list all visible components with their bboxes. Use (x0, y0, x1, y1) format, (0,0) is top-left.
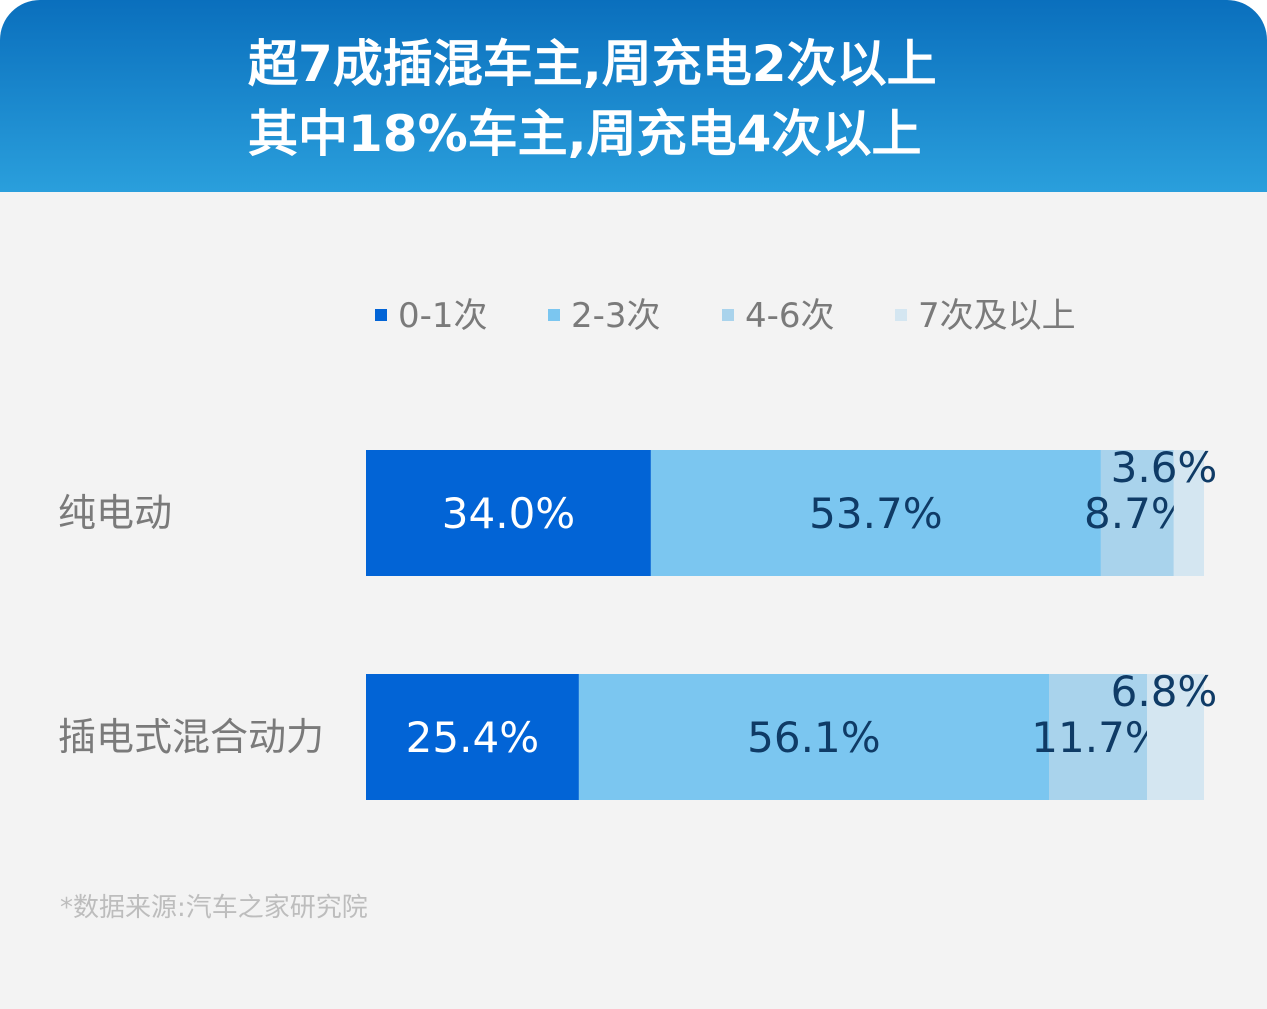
category-label-1: 纯电动 (58, 491, 172, 535)
bar-segment-row1-series3 (1100, 450, 1174, 576)
source-note: *数据来源:汽车之家研究院 (60, 893, 368, 923)
bar-segment-row2-series3 (1049, 674, 1147, 800)
data-label-row1-series2: 53.7% (809, 489, 942, 538)
chart-legend: 0-1次 2-3次 4-6次 7次及以上 (375, 296, 1076, 336)
bar-segment-row2-series1 (366, 674, 579, 800)
legend-swatch-series-2 (548, 309, 560, 321)
data-label-row2-series1: 25.4% (406, 713, 539, 762)
bar-segment-row2-series2 (578, 674, 1049, 800)
legend-swatch-series-3 (722, 309, 734, 321)
title-banner: 超7成插混车主,周充电2次以上 其中18%车主,周充电4次以上 (0, 0, 1267, 192)
legend-swatch-series-4 (895, 309, 907, 321)
legend-label-series-3: 4-6次 (745, 296, 835, 336)
legend-label-series-4: 7次及以上 (918, 296, 1076, 336)
data-label-row1-series3: 8.7% (1084, 489, 1191, 538)
data-label-row2-series2: 56.1% (747, 713, 880, 762)
data-label-row2-series3: 11.7% (1031, 713, 1164, 762)
bar-segment-row1-series2 (650, 450, 1101, 576)
data-label-row2-series4: 6.8% (1111, 667, 1218, 716)
bar-segment-row1-series4 (1173, 450, 1204, 576)
chart-bars: 纯电动 34.0% 53.7% 8.7%3.6% 插电式混合动力 25.4% 56.1% 11… (58, 443, 1217, 800)
chart-title-line-1: 超7成插混车主,周充电2次以上 (248, 35, 937, 93)
category-label-2: 插电式混合动力 (58, 715, 324, 759)
bar-segment-row2-series4 (1147, 674, 1204, 800)
legend-swatch-series-1 (375, 309, 387, 321)
stacked-bar-chart: 0-1次 2-3次 4-6次 7次及以上 纯电动 34.0% 53.7% 8.7%3.6% 插… (58, 296, 1217, 800)
bar-segment-row1-series1 (366, 450, 651, 576)
legend-label-series-2: 2-3次 (571, 296, 661, 336)
legend-label-series-1: 0-1次 (398, 296, 488, 336)
data-label-row1-series4: 3.6% (1111, 443, 1218, 492)
data-label-row1-series1: 34.0% (442, 489, 575, 538)
chart-title-line-2: 其中18%车主,周充电4次以上 (248, 105, 922, 163)
